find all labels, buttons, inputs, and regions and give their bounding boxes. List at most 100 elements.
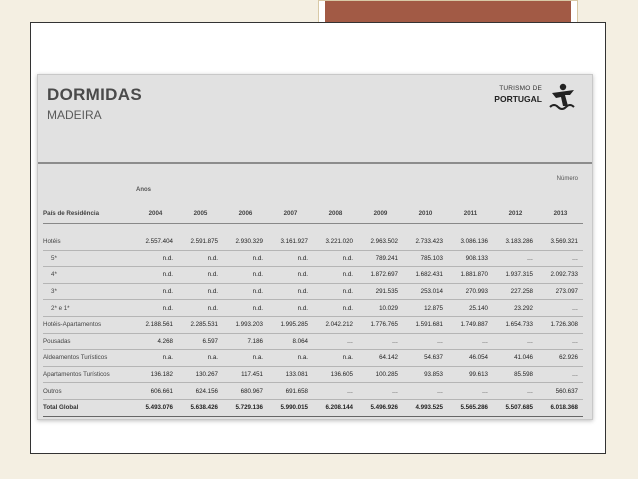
table-cell: … (403, 382, 448, 400)
row-label: Outros (43, 382, 133, 400)
column-header-year: 2013 (538, 203, 583, 224)
table-cell: … (493, 250, 538, 268)
table-cell: n.d. (223, 299, 268, 317)
table-cell: 270.993 (448, 283, 493, 301)
table-row: Hotéis-Apartamentos 2.188.561 2.285.531 1.9… (43, 316, 583, 334)
table-cell: … (448, 382, 493, 400)
total-label: Total Global (43, 399, 133, 417)
table-cell: n.d. (223, 266, 268, 284)
table-cell: 2.930.329 (223, 234, 268, 251)
table-cell: 5.507.685 (493, 399, 538, 417)
table-cell: n.d. (133, 266, 178, 284)
table-spacer (43, 224, 583, 235)
table-header-row: País de Residência 2004 2005 2006 2007 2… (43, 203, 583, 224)
table-cell: n.d. (313, 266, 358, 284)
table-cell: 3.161.927 (268, 234, 313, 251)
table-row: 2* e 1* n.d. n.d. n.d. n.d. n.d. 10.029 12.875 2… (43, 299, 583, 317)
table-cell: 5.565.286 (448, 399, 493, 417)
table-row: Outros 606.661 624.156 680.967 691.658…………… 5… (43, 382, 583, 400)
table-cell: n.d. (178, 299, 223, 317)
column-header-year: 2005 (178, 203, 223, 224)
table-cell: 680.967 (223, 382, 268, 400)
table-cell: 624.156 (178, 382, 223, 400)
table-cell: … (538, 366, 583, 384)
table-cell: 136.605 (313, 366, 358, 384)
table-cell: 1.654.733 (493, 316, 538, 334)
row-label: Hotéis-Apartamentos (43, 316, 133, 334)
table-cell: n.d. (223, 250, 268, 268)
column-header-year: 2009 (358, 203, 403, 224)
table-cell: 117.451 (223, 366, 268, 384)
table-row: Pousadas 4.268 6.597 7.186 8.064……………… (43, 333, 583, 351)
table-cell: 273.097 (538, 283, 583, 301)
row-label: 2* e 1* (43, 299, 133, 317)
table-row: Hotéis 2.557.404 2.591.875 2.930.329 3.161.9… (43, 234, 583, 251)
table-cell: n.d. (133, 250, 178, 268)
row-label: 4* (43, 266, 133, 284)
table-cell: 64.142 (358, 349, 403, 367)
table-cell: 789.241 (358, 250, 403, 268)
table-cell: 1.682.431 (403, 266, 448, 284)
table-cell: 5.729.136 (223, 399, 268, 417)
table-cell: 1.881.870 (448, 266, 493, 284)
table-cell: 93.853 (403, 366, 448, 384)
table-cell: 5.493.076 (133, 399, 178, 417)
table-cell: n.d. (178, 250, 223, 268)
table-cell: … (538, 299, 583, 317)
table-cell: 1.776.765 (358, 316, 403, 334)
row-label: Apartamentos Turísticos (43, 366, 133, 384)
table-cell: n.d. (178, 266, 223, 284)
table-cell: 2.591.875 (178, 234, 223, 251)
table-cell: 227.258 (493, 283, 538, 301)
table-cell: n.a. (313, 349, 358, 367)
table-body: Hotéis 2.557.404 2.591.875 2.930.329 3.161.9… (43, 224, 583, 417)
table-cell: 691.658 (268, 382, 313, 400)
table-cell: 1.995.285 (268, 316, 313, 334)
table-cell: 99.613 (448, 366, 493, 384)
table-row: Aldeamentos Turísticos n.a. n.a. n.a. n.a. n.… (43, 349, 583, 367)
table-cell: 54.637 (403, 349, 448, 367)
table-cell: 3.569.321 (538, 234, 583, 251)
table-cell: 2.733.423 (403, 234, 448, 251)
unit-label: Número (556, 176, 578, 182)
table-cell: 6.597 (178, 333, 223, 351)
table-cell: 253.014 (403, 283, 448, 301)
table-cell: 85.598 (493, 366, 538, 384)
table-cell: 2.285.531 (178, 316, 223, 334)
table-cell: 25.140 (448, 299, 493, 317)
table-cell: … (358, 382, 403, 400)
table-cell: 1.726.308 (538, 316, 583, 334)
column-header-year: 2011 (448, 203, 493, 224)
table-cell: 130.267 (178, 366, 223, 384)
table-cell: 291.535 (358, 283, 403, 301)
table-row: 4* n.d. n.d. n.d. n.d. n.d. 1.872.697 1.682.431… (43, 266, 583, 284)
table-cell: n.d. (268, 283, 313, 301)
table-cell: 5.990.015 (268, 399, 313, 417)
table-cell: n.d. (313, 283, 358, 301)
table-cell: … (313, 382, 358, 400)
logo-text-top: TURISMO DE (499, 85, 542, 92)
table-cell: n.a. (178, 349, 223, 367)
table-cell: n.d. (268, 299, 313, 317)
table-cell: 100.285 (358, 366, 403, 384)
table-cell: … (448, 333, 493, 351)
column-header-year: 2007 (268, 203, 313, 224)
table-cell: … (538, 333, 583, 351)
table-cell: n.d. (133, 283, 178, 301)
table-cell: 1.937.315 (493, 266, 538, 284)
table-cell: … (493, 382, 538, 400)
turismo-de-portugal-logo: TURISMO DE PORTUGAL (486, 81, 578, 113)
table-cell: 3.086.136 (448, 234, 493, 251)
logo-mark-icon (549, 83, 575, 110)
column-header-year: 2010 (403, 203, 448, 224)
table-cell: 1.993.203 (223, 316, 268, 334)
column-header-year: 2012 (493, 203, 538, 224)
table-cell: 4.268 (133, 333, 178, 351)
table-cell: 2.557.404 (133, 234, 178, 251)
table-row: Apartamentos Turísticos 136.182 130.267 117… (43, 366, 583, 384)
table-cell: n.d. (313, 250, 358, 268)
row-label: 3* (43, 283, 133, 301)
table-total-row: Total Global 5.493.076 5.638.426 5.729.136 5… (43, 399, 583, 417)
table-cell: 7.186 (223, 333, 268, 351)
table-cell: 2.188.561 (133, 316, 178, 334)
